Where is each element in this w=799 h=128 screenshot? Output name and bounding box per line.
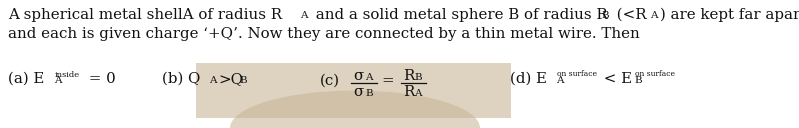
Text: A: A bbox=[650, 11, 658, 20]
Text: (<R: (<R bbox=[612, 8, 646, 22]
Text: ) are kept far apart: ) are kept far apart bbox=[660, 8, 799, 22]
Text: (b) Q: (b) Q bbox=[162, 72, 201, 86]
Text: (a) E: (a) E bbox=[8, 72, 45, 86]
Text: σ: σ bbox=[353, 69, 364, 83]
Text: B: B bbox=[634, 76, 642, 85]
Text: A: A bbox=[300, 11, 308, 20]
Text: B: B bbox=[239, 76, 247, 85]
Text: on surface: on surface bbox=[635, 70, 675, 78]
Text: R: R bbox=[403, 69, 415, 83]
Text: A: A bbox=[365, 73, 372, 82]
Text: B: B bbox=[365, 89, 372, 98]
Text: σ: σ bbox=[353, 85, 364, 99]
Text: B: B bbox=[414, 73, 422, 82]
Text: and a solid metal sphere B of radius R: and a solid metal sphere B of radius R bbox=[311, 8, 608, 22]
Text: A: A bbox=[209, 76, 217, 85]
Text: (c): (c) bbox=[320, 74, 340, 88]
Text: < E: < E bbox=[599, 72, 632, 86]
Text: B: B bbox=[601, 11, 609, 20]
Text: on surface: on surface bbox=[557, 70, 597, 78]
Text: = 0: = 0 bbox=[84, 72, 116, 86]
Text: (d) E: (d) E bbox=[510, 72, 547, 86]
Text: A: A bbox=[54, 76, 62, 85]
Text: R: R bbox=[403, 85, 415, 99]
Text: A: A bbox=[556, 76, 563, 85]
Text: A spherical metal shellA of radius R: A spherical metal shellA of radius R bbox=[8, 8, 282, 22]
Text: >Q: >Q bbox=[218, 72, 243, 86]
Text: inside: inside bbox=[55, 71, 80, 79]
Text: =: = bbox=[381, 74, 394, 88]
Ellipse shape bbox=[230, 90, 480, 128]
Bar bbox=[196, 63, 511, 118]
Text: and each is given charge ‘+Q’. Now they are connected by a thin metal wire. Then: and each is given charge ‘+Q’. Now they … bbox=[8, 27, 640, 41]
Text: A: A bbox=[414, 89, 422, 98]
